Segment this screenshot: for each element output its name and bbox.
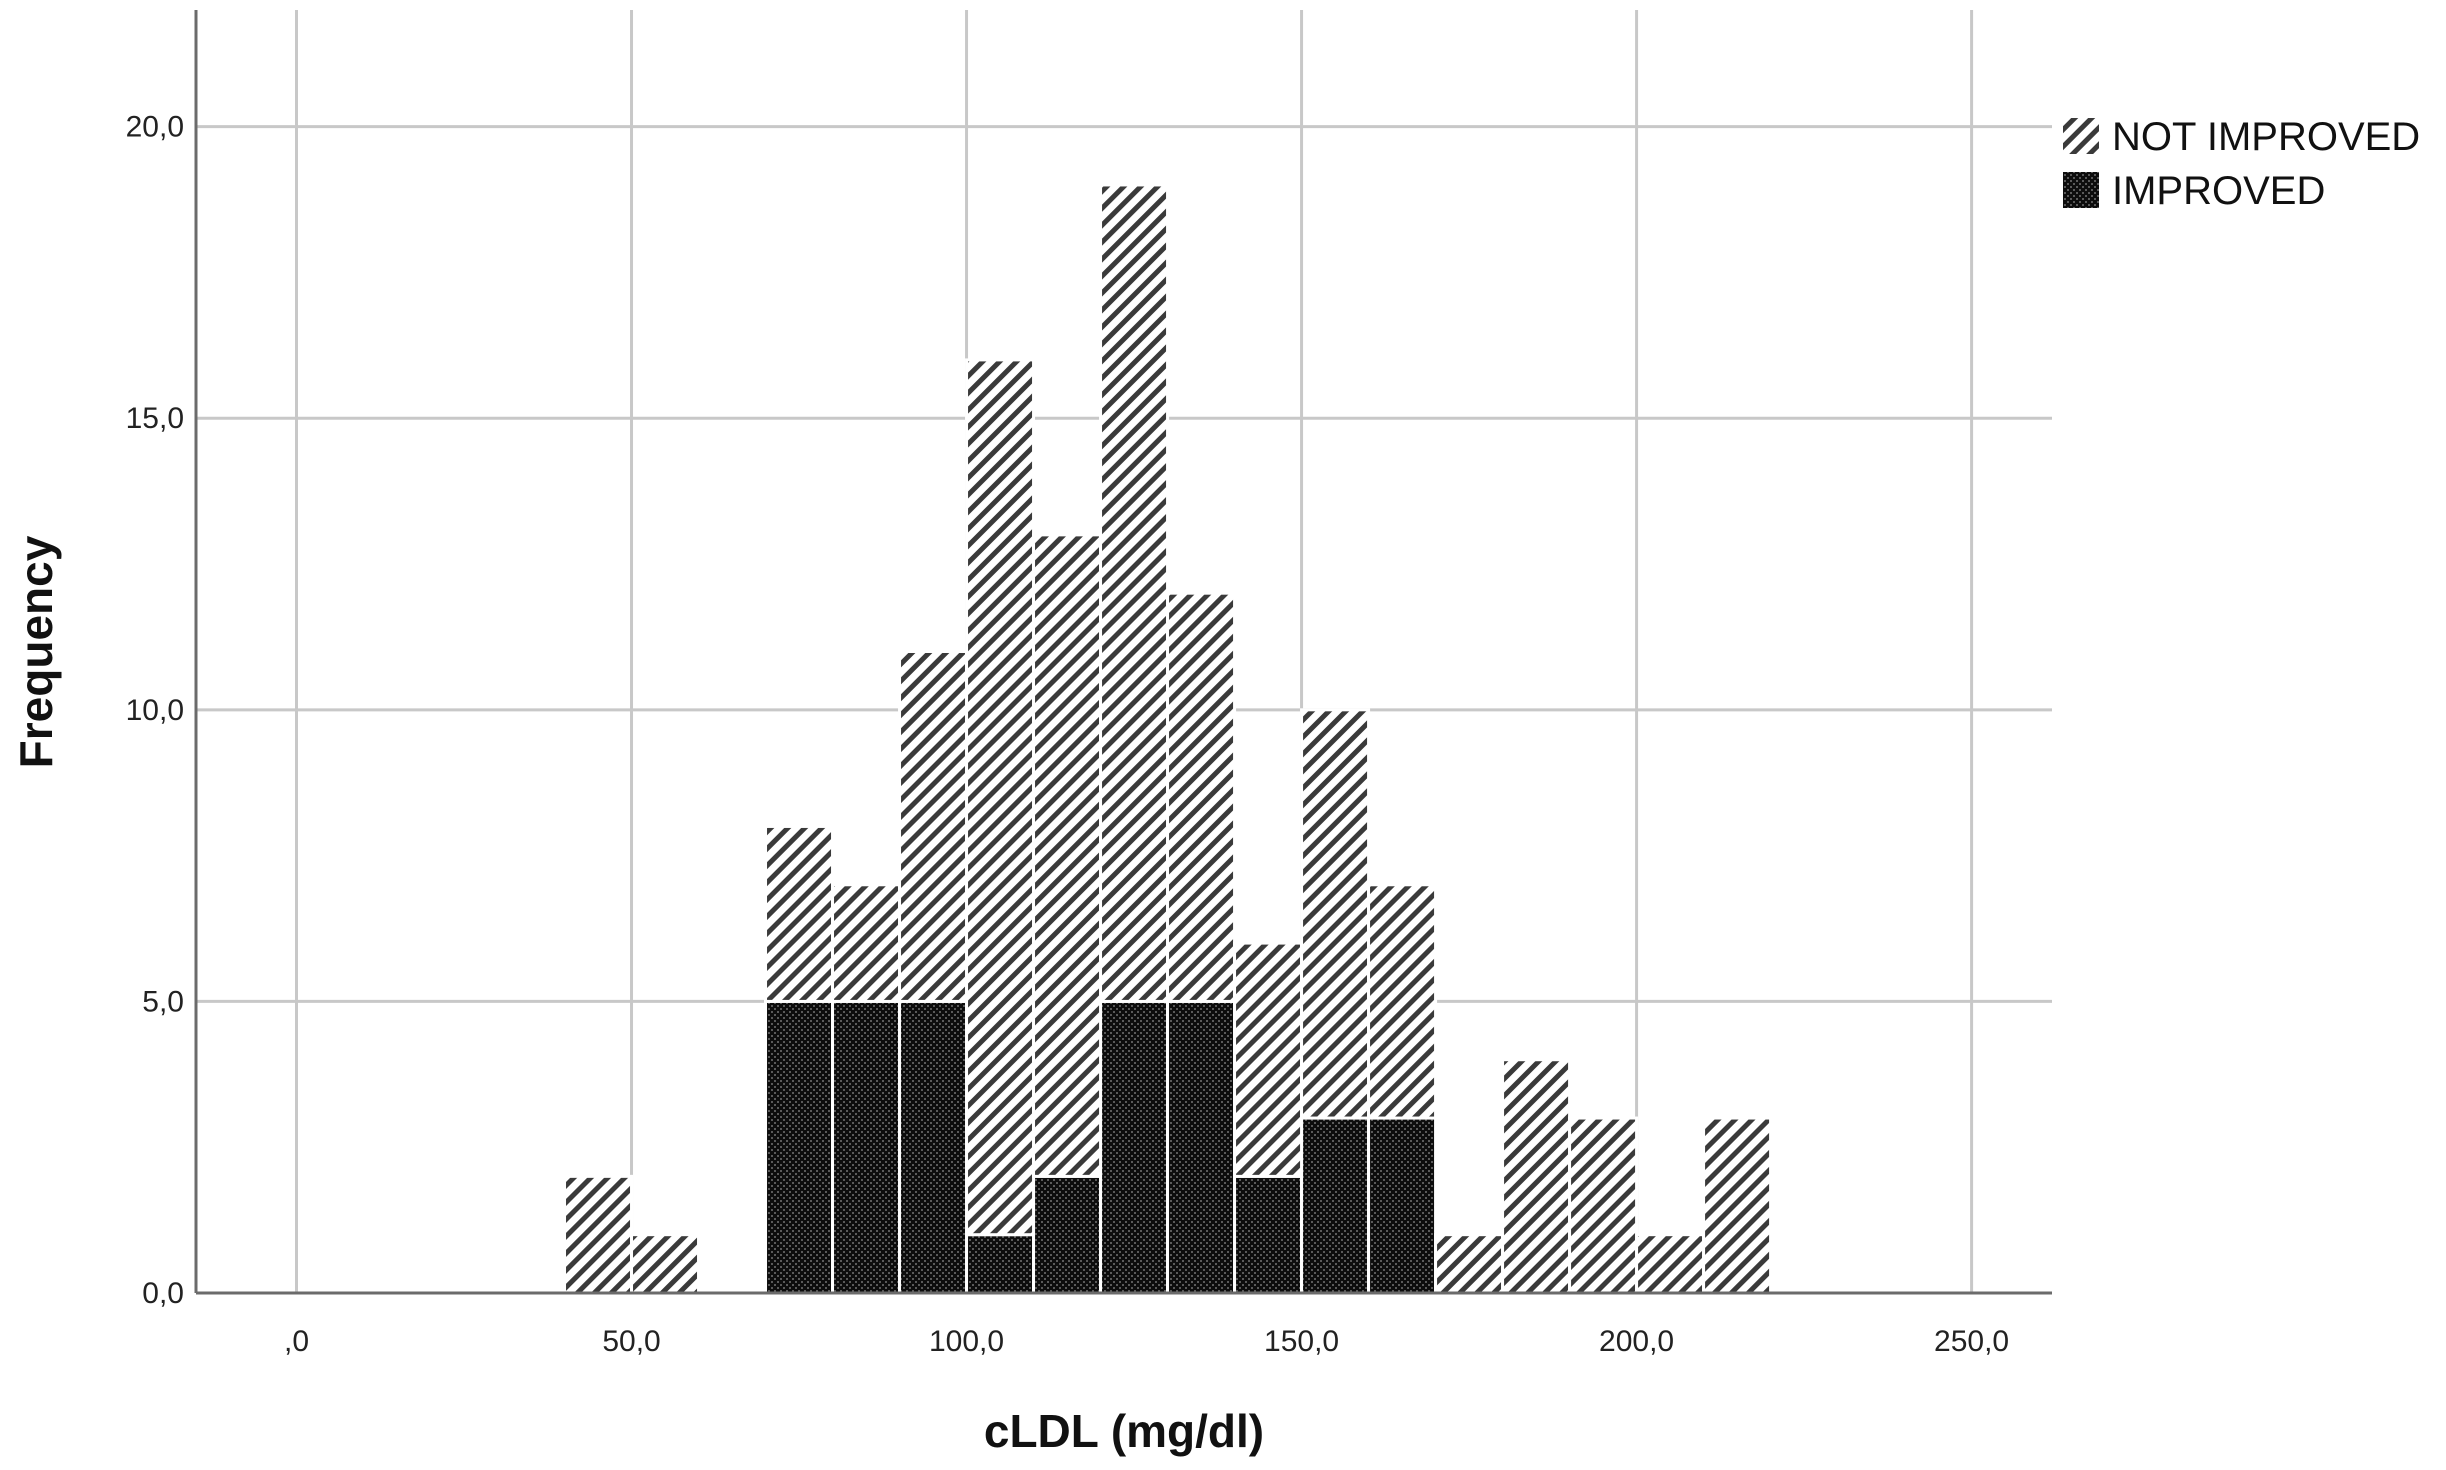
bar-not-improved: [1568, 1116, 1639, 1295]
bar-improved: [764, 999, 835, 1295]
y-tick-label: 5,0: [142, 985, 184, 1018]
legend: NOT IMPROVED IMPROVED: [2063, 115, 2420, 213]
x-axis-title: cLDL (mg/dl): [984, 1405, 1264, 1457]
tick-labels: ,0 50,0 100,0 150,0 200,0 250,0 0,0 5,0 10,0 15,0…: [126, 111, 2010, 1358]
bar-not-improved: [898, 650, 969, 1003]
bar-not-improved: [1166, 591, 1237, 1003]
bar-improved: [1233, 1174, 1304, 1295]
axes: [194, 10, 2052, 1295]
y-tick-label: 0,0: [142, 1277, 184, 1310]
x-tick-label: 100,0: [929, 1325, 1004, 1358]
bar-improved: [1300, 1116, 1371, 1295]
bar-not-improved: [1501, 1058, 1572, 1295]
x-tick-label: 50,0: [602, 1325, 660, 1358]
bar-not-improved: [764, 824, 835, 1003]
bar-not-improved: [1702, 1116, 1773, 1295]
legend-swatch: [2063, 172, 2099, 208]
bar-not-improved: [1635, 1233, 1706, 1295]
bar-improved: [1099, 999, 1170, 1295]
bar-not-improved: [630, 1233, 701, 1295]
bar-not-improved: [1099, 183, 1170, 1003]
x-tick-label: 150,0: [1264, 1325, 1339, 1358]
bar-not-improved: [563, 1174, 634, 1295]
y-tick-label: 20,0: [126, 111, 184, 144]
bar-improved: [1032, 1174, 1103, 1295]
bar-not-improved: [831, 883, 902, 1003]
bar-not-improved: [1367, 883, 1438, 1120]
bar-not-improved: [1032, 533, 1103, 1178]
legend-label: IMPROVED: [2112, 169, 2325, 213]
bar-not-improved: [1233, 941, 1304, 1178]
y-tick-label: 10,0: [126, 694, 184, 727]
x-tick-label: 200,0: [1599, 1325, 1674, 1358]
bar-improved: [1166, 999, 1237, 1295]
x-tick-label: ,0: [284, 1325, 309, 1358]
bar-improved: [965, 1233, 1036, 1295]
bar-not-improved: [1300, 708, 1371, 1120]
legend-swatch: [2063, 118, 2099, 154]
bar-not-improved: [965, 358, 1036, 1237]
x-tick-label: 250,0: [1934, 1325, 2009, 1358]
bar-improved: [831, 999, 902, 1295]
bar-improved: [1367, 1116, 1438, 1295]
bar-improved: [898, 999, 969, 1295]
y-tick-label: 15,0: [126, 402, 184, 435]
legend-label: NOT IMPROVED: [2112, 115, 2420, 159]
bars: [563, 183, 1773, 1295]
bar-not-improved: [1434, 1233, 1505, 1295]
y-axis-title: Frequency: [10, 535, 62, 768]
